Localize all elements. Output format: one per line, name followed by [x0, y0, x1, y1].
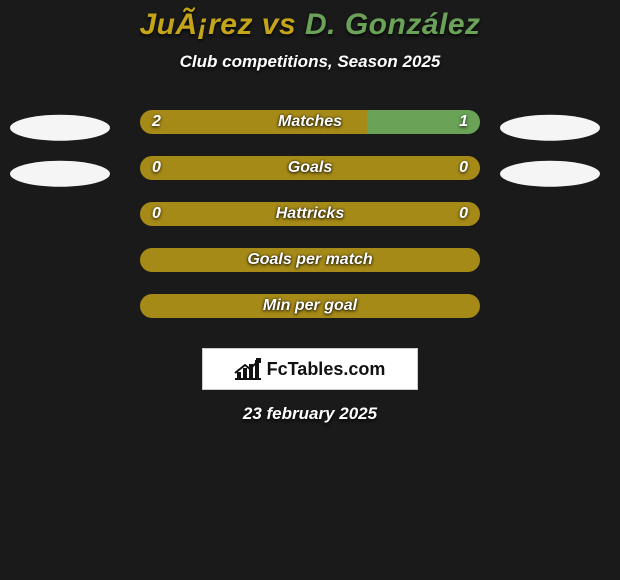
- date-label: 23 february 2025: [0, 404, 620, 424]
- stat-fill-left: [140, 110, 367, 134]
- title-player1: JuÃ¡rez: [139, 8, 253, 41]
- subtitle: Club competitions, Season 2025: [0, 52, 620, 72]
- stat-bar: Min per goal: [140, 294, 480, 318]
- title-player2: D. González: [305, 8, 481, 41]
- chart-icon: [235, 358, 261, 380]
- stats-list: 21Matches 00Goals 00Hattricks Goals per mat…: [0, 110, 620, 340]
- stat-bar: 00Hattricks: [140, 202, 480, 226]
- page-title: JuÃ¡rez vs D. González: [0, 8, 620, 42]
- stat-label: Goals per match: [140, 248, 480, 272]
- comparison-card: JuÃ¡rez vs D. González Club competitions…: [0, 0, 620, 424]
- stat-bar: 00Goals: [140, 156, 480, 180]
- stat-fill-right: [367, 110, 480, 134]
- player1-avatar: [10, 115, 110, 141]
- stat-row: 21Matches: [0, 110, 620, 156]
- stat-bar: 21Matches: [140, 110, 480, 134]
- stat-row: Goals per match: [0, 248, 620, 294]
- stat-row: 00Goals: [0, 156, 620, 202]
- player1-avatar: [10, 161, 110, 187]
- branding-badge[interactable]: FcTables.com: [202, 348, 418, 390]
- stat-label: Min per goal: [140, 294, 480, 318]
- stat-row: 00Hattricks: [0, 202, 620, 248]
- stat-fill-left: [140, 156, 480, 180]
- branding-text: FcTables.com: [267, 359, 386, 380]
- stat-bar: Goals per match: [140, 248, 480, 272]
- player2-avatar: [500, 115, 600, 141]
- player2-avatar: [500, 161, 600, 187]
- stat-row: Min per goal: [0, 294, 620, 340]
- title-vs: vs: [253, 8, 305, 41]
- stat-fill-left: [140, 202, 480, 226]
